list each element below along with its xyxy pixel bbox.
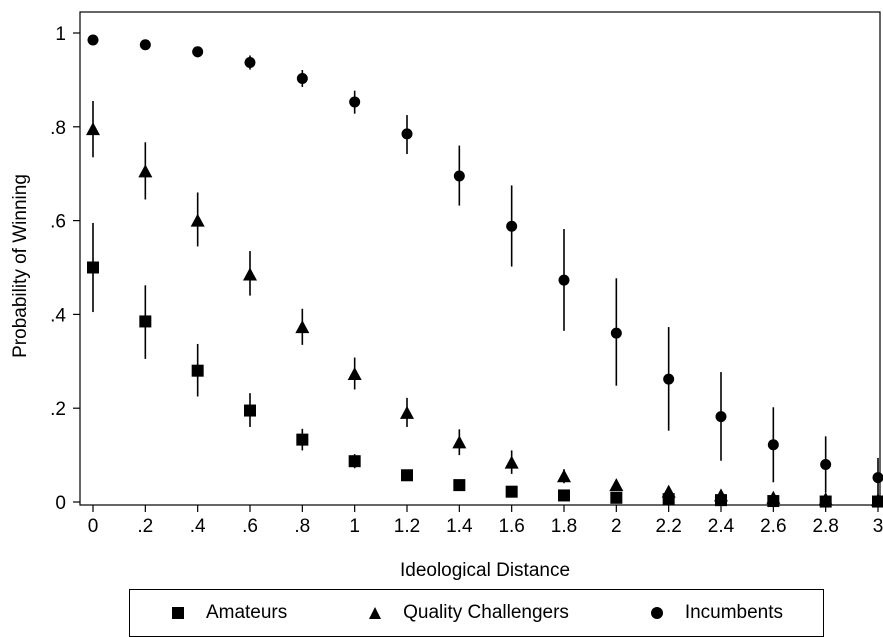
incumbents-point <box>767 439 779 451</box>
y-tick-label: .8 <box>50 118 66 139</box>
x-tick-label: 2.8 <box>812 516 838 537</box>
x-tick-label: 1.2 <box>394 516 420 537</box>
y-axis: 0 .2 .4 .6 .8 1 <box>50 24 80 514</box>
quality-challengers-point <box>452 435 467 449</box>
triangle-marker-icon <box>369 607 382 619</box>
quality-challengers-point <box>243 267 257 281</box>
legend-label-quality-challengers: Quality Challengers <box>403 602 569 623</box>
quality-challengers-point <box>818 492 833 506</box>
incumbents-point <box>715 411 727 423</box>
incumbents-point <box>663 373 675 385</box>
x-tick-label: 1.8 <box>551 516 577 537</box>
incumbents-point <box>192 46 204 58</box>
amateurs-point <box>505 485 518 498</box>
incumbents-point <box>296 72 308 84</box>
y-tick-label: .2 <box>50 399 66 420</box>
square-marker-icon <box>171 607 184 619</box>
incumbents-point <box>401 128 413 140</box>
quality-challengers-point <box>766 490 781 504</box>
x-tick-label: .8 <box>294 516 310 537</box>
x-tick-label: 2 <box>611 516 622 537</box>
incumbents-point <box>453 170 465 182</box>
amateurs-point <box>610 491 623 504</box>
x-axis-label: Ideological Distance <box>400 560 570 581</box>
quality-challengers-point <box>86 122 100 136</box>
legend-item-quality-challengers: Quality Challengers <box>367 602 569 624</box>
incumbents-point <box>87 34 99 46</box>
x-tick-label: 3 <box>873 516 883 537</box>
amateurs-point <box>558 489 570 502</box>
quality-challengers-point <box>138 164 153 178</box>
y-tick-label: 1 <box>55 24 66 45</box>
y-tick-label: .6 <box>50 212 66 233</box>
x-tick-label: 1 <box>349 516 360 537</box>
quality-challengers-point <box>295 320 310 334</box>
x-tick-label: .4 <box>190 516 206 537</box>
y-tick-label: 0 <box>55 493 66 514</box>
x-tick-label: 2.2 <box>655 516 681 537</box>
circle-marker-icon <box>650 607 663 619</box>
amateurs-point <box>87 261 99 274</box>
quality-challengers-point <box>347 366 362 380</box>
plot-frame <box>79 11 881 506</box>
amateurs-point <box>401 469 413 482</box>
x-tick-label: .2 <box>137 516 153 537</box>
quality-challengers-point <box>400 405 414 419</box>
x-tick-label: 2.6 <box>760 516 786 537</box>
incumbents-point <box>349 96 361 108</box>
legend-label-incumbents: Incumbents <box>684 602 784 623</box>
amateurs-point <box>296 433 309 446</box>
amateurs-point <box>453 479 466 492</box>
incumbents-point <box>820 458 832 470</box>
x-axis: 0 .2 .4 .6 .8 1 1.2 1.4 1.6 1.8 2 2.2 2.4 2.6 2.8 3 <box>88 505 883 537</box>
quality-challengers-point <box>661 484 676 498</box>
quality-challengers-point <box>557 469 571 483</box>
incumbents-point <box>244 57 256 69</box>
incumbents-point <box>610 327 622 339</box>
data-marks <box>86 34 883 508</box>
incumbents-point <box>139 39 151 51</box>
y-tick-label: .4 <box>50 305 66 326</box>
incumbents-point <box>558 274 570 286</box>
x-tick-label: 1.6 <box>498 516 524 537</box>
quality-challengers-point <box>714 488 728 502</box>
legend-item-incumbents: Incumbents <box>649 602 783 624</box>
quality-challengers-point <box>609 478 624 492</box>
amateurs-point <box>348 455 361 468</box>
x-tick-label: .6 <box>242 516 258 537</box>
incumbents-point <box>506 220 518 232</box>
quality-challengers-point <box>190 213 205 227</box>
quality-challengers-point <box>871 493 883 507</box>
y-axis-label: Probability of Winning <box>10 174 31 358</box>
quality-challengers-point <box>504 455 519 469</box>
legend: Amateurs Quality Challengers Incumbents <box>129 589 824 637</box>
x-tick-label: 1.4 <box>446 516 473 537</box>
x-tick-label: 0 <box>88 516 99 537</box>
incumbents-point <box>872 472 883 484</box>
legend-label-amateurs: Amateurs <box>205 602 288 623</box>
legend-item-amateurs: Amateurs <box>170 602 287 624</box>
amateurs-point <box>244 404 256 417</box>
amateurs-point <box>191 364 204 377</box>
amateurs-point <box>139 315 152 328</box>
x-tick-label: 2.4 <box>708 516 735 537</box>
